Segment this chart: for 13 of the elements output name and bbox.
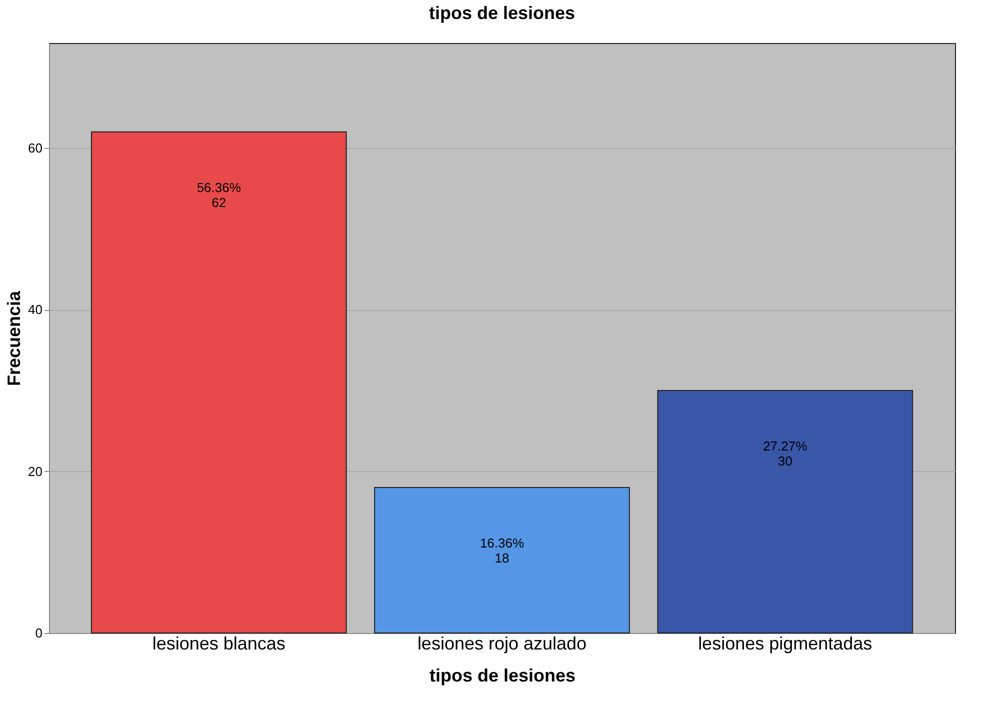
y-tick-label: 0 [35, 626, 42, 640]
chart-title: tipos de lesiones [428, 3, 576, 23]
x-tick-label: lesiones rojo azulado [417, 634, 587, 654]
y-axis-title: Frecuencia [4, 290, 24, 386]
data-label: 27.27% 30 [763, 438, 808, 469]
x-tick-label: lesiones blancas [152, 634, 286, 654]
y-tick-label: 60 [28, 140, 42, 156]
x-tick-label: lesiones pigmentadas [698, 634, 872, 654]
data-label: 16.36% 18 [480, 536, 524, 566]
x-axis-title: tipos de lesiones [429, 666, 576, 686]
y-tick-label: 20 [28, 464, 42, 479]
y-tick-label: 40 [28, 302, 42, 318]
data-label: 56.36% 62 [196, 180, 242, 210]
